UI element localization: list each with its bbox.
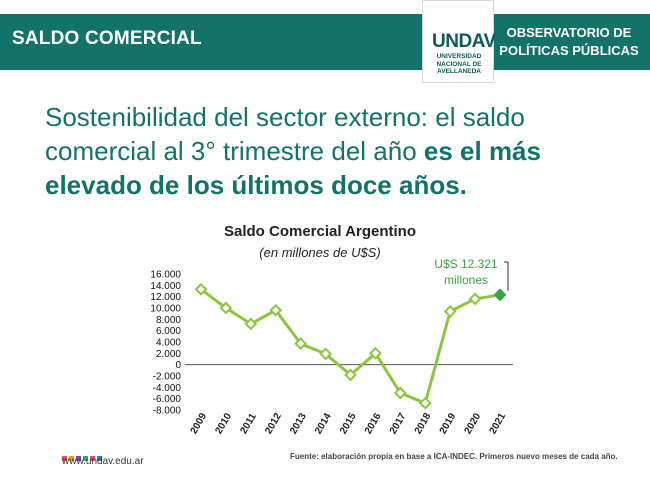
brand-dot: [97, 456, 102, 461]
series-line: [200, 288, 501, 405]
x-tick-label: 2015: [338, 411, 359, 436]
brand-dot: [83, 456, 88, 461]
data-point: [369, 346, 382, 360]
y-tick-label: 6.000: [156, 326, 181, 337]
logo-line-3: AVELLANEDA: [437, 68, 481, 75]
headline-normal: Sostenibilidad del sector externo: el sa…: [45, 102, 525, 166]
data-point-highlight: [493, 288, 507, 302]
x-tick-label: 2011: [238, 411, 259, 436]
y-tick-label: -8.000: [153, 406, 182, 417]
data-point: [219, 301, 233, 315]
data-point: [294, 337, 308, 351]
y-tick-label: 12.000: [150, 292, 181, 303]
headline-bold: es el más elevado de los últimos doce añ…: [45, 136, 541, 200]
y-tick-label: -4.000: [153, 383, 182, 394]
data-point: [418, 396, 432, 410]
y-tick-label: 0: [175, 360, 181, 371]
x-tick-label: 2017: [388, 411, 409, 436]
y-tick-label: -2.000: [153, 372, 182, 383]
y-tick-label: 10.000: [150, 304, 181, 315]
annotation-line-2: millones: [443, 273, 488, 287]
x-tick-label: 2010: [213, 411, 234, 436]
undav-logo: UNDAV UNIVERSIDAD NACIONAL DE AVELLANEDA: [422, 0, 496, 83]
x-tick-label: 2012: [263, 411, 284, 436]
logo-mark: UNDAV: [432, 31, 496, 52]
y-tick-label: 2.000: [156, 349, 181, 360]
x-tick-label: 2019: [438, 411, 459, 436]
footer-url[interactable]: www.undav.edu.ar: [62, 456, 144, 467]
y-tick-label: 16.000: [150, 270, 181, 281]
observatory-line-1: OBSERVATORIO DE: [506, 25, 632, 40]
data-point: [393, 386, 407, 400]
observatory-line-2: POLÍTICAS PÚBLICAS: [499, 43, 639, 58]
footer-source: Fuente: elaboración propia en base a ICA…: [290, 452, 618, 461]
x-tick-label: 2014: [313, 411, 334, 436]
logo-line-2: NACIONAL DE: [436, 60, 482, 68]
y-tick-label: 14.000: [150, 281, 181, 292]
data-point: [269, 303, 283, 317]
brand-dot: [90, 456, 95, 461]
data-point: [194, 282, 208, 296]
brand-dot: [76, 456, 81, 461]
annotation-line-1: U$S 12.321: [434, 257, 498, 271]
y-tick-label: -6.000: [153, 394, 182, 405]
y-tick-label: 8.000: [156, 315, 181, 326]
header-bar: SALDO COMERCIAL OBSERVATORIO DE POLÍTICA…: [0, 14, 650, 70]
chart-subtitle: (en millones de U$S): [259, 245, 381, 260]
x-tick-label: 2018: [413, 411, 434, 436]
section-title: SALDO COMERCIAL: [12, 28, 202, 49]
brand-dot: [69, 456, 74, 461]
headline: Sostenibilidad del sector externo: el sa…: [45, 100, 635, 202]
x-tick-label: 2021: [488, 411, 509, 436]
value-annotation: U$S 12.321 millones: [420, 256, 512, 288]
brand-dots: [62, 448, 104, 466]
logo-line-1: UNIVERSIDAD: [436, 53, 482, 60]
data-point: [443, 304, 457, 318]
data-point: [468, 292, 482, 306]
brand-dot: [62, 456, 67, 461]
chart-title: Saldo Comercial Argentino: [224, 223, 416, 240]
data-point: [244, 317, 258, 331]
logo-text: UNIVERSIDAD NACIONAL DE AVELLANEDA: [427, 53, 491, 76]
x-tick-label: 2009: [189, 411, 210, 436]
observatory-title: OBSERVATORIO DE POLÍTICAS PÚBLICAS: [494, 24, 644, 60]
data-point: [319, 347, 332, 361]
y-tick-label: 4.000: [156, 338, 181, 349]
x-tick-label: 2016: [363, 411, 384, 436]
data-point: [344, 368, 357, 382]
x-tick-label: 2020: [463, 411, 484, 436]
x-tick-label: 2013: [288, 411, 309, 436]
